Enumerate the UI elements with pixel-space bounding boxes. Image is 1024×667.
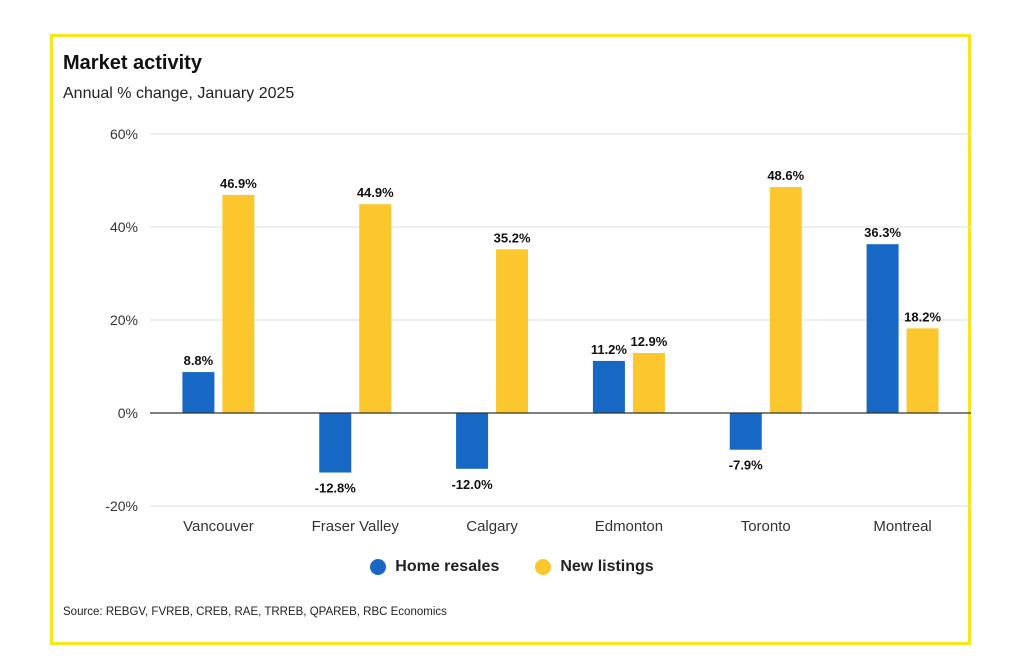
data-label: -12.0% bbox=[451, 477, 493, 492]
bar bbox=[906, 328, 939, 413]
x-tick-label: Montreal bbox=[873, 518, 931, 535]
legend: Home resales New listings bbox=[0, 558, 1024, 576]
bar bbox=[592, 360, 625, 413]
data-label: 11.2% bbox=[591, 342, 628, 357]
bar bbox=[359, 204, 392, 413]
data-label: 46.9% bbox=[220, 176, 257, 191]
chart-title: Market activity bbox=[63, 52, 202, 74]
bar bbox=[866, 244, 899, 413]
y-tick-label: 60% bbox=[110, 126, 138, 142]
data-label: 44.9% bbox=[357, 185, 394, 200]
data-label: 18.2% bbox=[904, 309, 941, 324]
source-note: Source: REBGV, FVREB, CREB, RAE, TRREB, … bbox=[63, 606, 447, 618]
data-label: -12.8% bbox=[315, 481, 357, 496]
y-tick-label: 40% bbox=[110, 219, 138, 235]
data-label: 12.9% bbox=[630, 334, 667, 349]
legend-swatch-new-listings bbox=[535, 559, 552, 575]
x-tick-label: Toronto bbox=[741, 518, 791, 535]
bar bbox=[729, 413, 762, 450]
legend-item-new-listings: New listings bbox=[535, 558, 654, 576]
chart-subtitle: Annual % change, January 2025 bbox=[63, 85, 295, 102]
bar bbox=[319, 413, 352, 473]
x-tick-label: Calgary bbox=[466, 518, 518, 535]
legend-item-home-resales: Home resales bbox=[370, 558, 499, 576]
legend-label-new-listings: New listings bbox=[560, 558, 654, 575]
x-tick-label: Edmonton bbox=[595, 518, 663, 535]
y-tick-label: 0% bbox=[118, 405, 138, 421]
x-tick-label: Fraser Valley bbox=[312, 518, 400, 535]
x-tick-label: Vancouver bbox=[183, 518, 254, 535]
bar bbox=[632, 353, 665, 413]
y-tick-label: 20% bbox=[110, 312, 138, 328]
y-tick-label: -20% bbox=[105, 498, 138, 514]
bar bbox=[182, 372, 215, 413]
data-label: 36.3% bbox=[864, 225, 901, 240]
bar bbox=[222, 194, 255, 413]
bar bbox=[456, 413, 489, 469]
data-label: 48.6% bbox=[767, 168, 804, 183]
data-label: 8.8% bbox=[184, 353, 214, 368]
bar bbox=[496, 249, 529, 413]
data-label: 35.2% bbox=[494, 230, 531, 245]
bar bbox=[769, 187, 802, 413]
legend-swatch-home-resales bbox=[370, 559, 387, 575]
data-label: -7.9% bbox=[729, 458, 763, 473]
legend-label-home-resales: Home resales bbox=[395, 558, 500, 575]
